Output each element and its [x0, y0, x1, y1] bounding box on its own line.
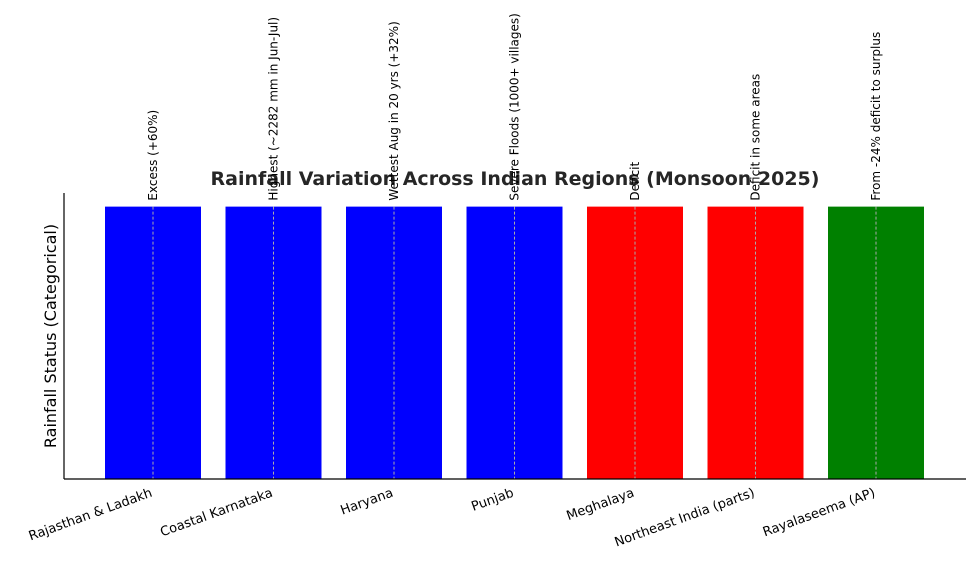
y-axis-label: Rainfall Status (Categorical) [41, 224, 60, 448]
x-tick-labels-group: Rajasthan & Ladakh Coastal Karnataka Harya… [27, 486, 877, 551]
bar-annotation: Deficit [628, 162, 642, 201]
bar-annotation: Wettest Aug in 20 yrs (+32%) [387, 21, 401, 200]
x-tick-label: Rayalaseema (AP) [761, 486, 877, 541]
bar-annotation: Highest (~2282 mm in Jun-Jul) [267, 17, 281, 201]
annotations-group: Excess (+60%) Highest (~2282 mm in Jun-Ju… [146, 13, 883, 200]
x-tick-label: Haryana [339, 486, 396, 519]
bar-annotation: Severe Floods (1000+ villages) [508, 13, 522, 200]
bar-annotation: From -24% deficit to surplus [869, 32, 883, 201]
bar-annotation: Excess (+60%) [146, 110, 160, 201]
x-tick-label: Coastal Karnataka [158, 486, 274, 541]
chart-title: Rainfall Variation Across Indian Regions… [211, 168, 820, 190]
annotation-lines-group [152, 206, 877, 479]
x-tick-label: Punjab [469, 486, 515, 515]
x-tick-label: Meghalaya [565, 486, 637, 524]
bar-annotation: Deficit in some areas [749, 74, 763, 201]
x-tick-label: Rajasthan & Ladakh [27, 486, 154, 545]
